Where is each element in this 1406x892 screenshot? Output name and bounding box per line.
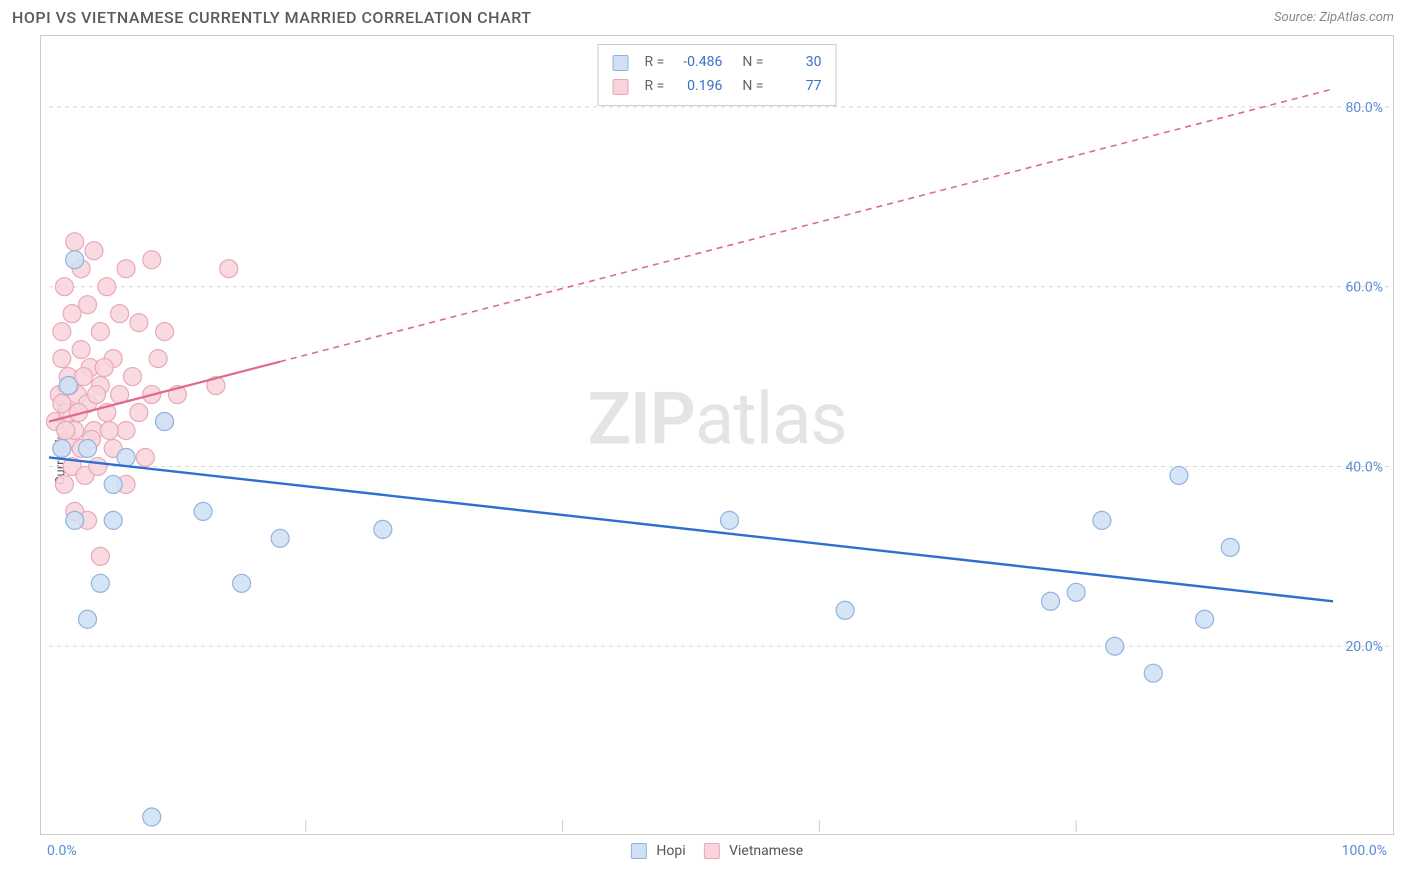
bottom-legend: Hopi Vietnamese (631, 843, 803, 859)
x-min-label: 0.0% (47, 843, 77, 859)
hopi-swatch-icon (631, 843, 647, 859)
chart-title: HOPI VS VIETNAMESE CURRENTLY MARRIED COR… (12, 8, 532, 27)
viet-swatch-icon (704, 843, 720, 859)
x-max-label: 100.0% (1342, 843, 1387, 859)
source-label: Source: ZipAtlas.com (1274, 10, 1394, 25)
chart-container: Currently Married 20.0%40.0%60.0%80.0% Z… (40, 35, 1394, 835)
svg-text:80.0%: 80.0% (1345, 100, 1383, 116)
chart-svg: 20.0% 40.0% 60.0% 80.0% (41, 36, 1393, 834)
viet-swatch-icon (613, 79, 629, 95)
hopi-swatch-icon (613, 55, 629, 71)
stats-row-viet: R = 0.196 N = 77 (613, 75, 822, 99)
svg-text:40.0%: 40.0% (1345, 459, 1383, 475)
svg-text:20.0%: 20.0% (1345, 639, 1383, 655)
legend-item-viet: Vietnamese (704, 843, 804, 859)
stats-row-hopi: R = -0.486 N = 30 (613, 51, 822, 75)
svg-text:60.0%: 60.0% (1345, 280, 1383, 296)
legend-item-hopi: Hopi (631, 843, 686, 859)
stats-legend-box: R = -0.486 N = 30 R = 0.196 N = 77 (598, 44, 837, 106)
